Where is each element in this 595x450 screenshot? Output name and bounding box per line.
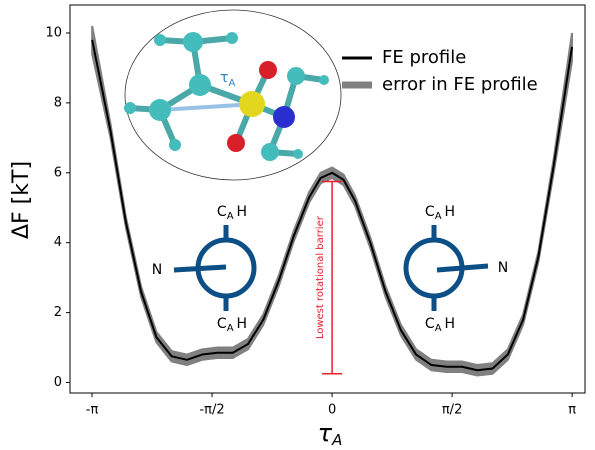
fe-line	[91, 39, 573, 372]
group-sub: A	[435, 211, 442, 222]
group-sub: A	[227, 323, 234, 334]
legend-label: FE profile	[382, 47, 466, 68]
group-h: H	[445, 316, 456, 332]
plot-area	[91, 25, 574, 377]
y-tick-label: 4	[54, 235, 62, 250]
atoms	[124, 32, 329, 161]
newman-groups: CA HCA HCA HCA H	[217, 204, 455, 334]
group-h: H	[237, 316, 248, 332]
newman-atom-label: N	[498, 260, 508, 276]
y-tick-label: 2	[54, 305, 62, 320]
group-sub: A	[435, 323, 442, 334]
x-axis-label: τA	[318, 419, 343, 449]
x-tick-label: 0	[328, 403, 336, 418]
inset-torsion-main: τ	[220, 70, 228, 86]
newman-atom-label: N	[152, 262, 162, 278]
barrier-label: Lowest rotational barrier	[315, 215, 326, 339]
x-axis-label-main: τ	[318, 419, 333, 447]
inset-torsion-sub: A	[228, 78, 235, 89]
x-tick-label: π/2	[442, 403, 462, 418]
y-axis-label: ΔF [kT]	[9, 161, 34, 239]
group-c: C	[217, 204, 227, 220]
group-sub: A	[227, 211, 234, 222]
inset: τA	[124, 9, 342, 181]
x-tick-label: π	[568, 403, 576, 418]
group-c: C	[425, 316, 435, 332]
group-c: C	[425, 204, 435, 220]
newman-group-label: CA H	[425, 204, 455, 222]
error-band	[91, 25, 574, 377]
y-tick-label: 10	[45, 25, 62, 40]
y-tick-label: 8	[54, 95, 62, 110]
y-tick-label: 6	[54, 165, 62, 180]
group-h: H	[237, 204, 248, 220]
newman-group-label: CA H	[217, 316, 247, 334]
newman-right	[403, 225, 489, 311]
x-tick-label: -π	[86, 403, 99, 418]
newman-group-label: CA H	[425, 316, 455, 334]
newman-left	[173, 225, 257, 311]
group-c: C	[217, 316, 227, 332]
x-axis-label-sub: A	[331, 431, 342, 449]
inset-torsion-label: τA	[220, 70, 235, 89]
plot-frame	[69, 4, 586, 394]
group-h: H	[445, 204, 456, 220]
newman-group-label: CA H	[217, 204, 247, 222]
y-tick-label: 0	[54, 375, 62, 390]
x-tick-label: -π/2	[199, 403, 224, 418]
legend-label: error in FE profile	[382, 74, 538, 95]
